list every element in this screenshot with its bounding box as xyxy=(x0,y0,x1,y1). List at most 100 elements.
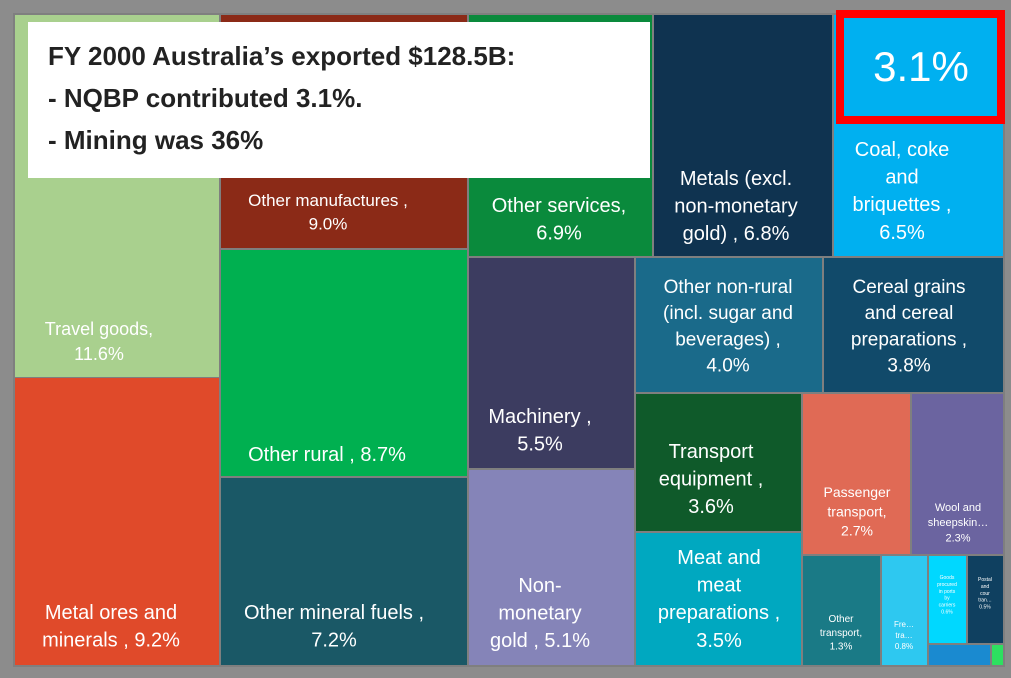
tile-label: Other rural , 8.7% xyxy=(248,444,406,466)
label-line: Other rural , 8.7% xyxy=(248,444,406,466)
tile-label: Other services, 6.9% xyxy=(492,195,626,245)
tile xyxy=(992,645,1003,665)
tile-label: Wool and sheepskin… 2.3% xyxy=(928,502,989,544)
tile-label: Other transport, 1.3% xyxy=(820,614,862,653)
tile-label: Goods procured in ports by carriers 0.6% xyxy=(937,575,957,616)
label-line: Other manufactures , xyxy=(248,191,408,210)
label-line: carriers xyxy=(939,603,956,609)
label-line: Other xyxy=(828,614,854,625)
label-line: tra… xyxy=(895,631,912,640)
tile-label: Meat and meat preparations , 3.5% xyxy=(658,547,780,652)
label-line: 5.5% xyxy=(517,434,563,456)
label-line: and xyxy=(885,167,918,189)
label-line: gold) , 6.8% xyxy=(683,223,790,245)
label-line: Machinery , xyxy=(488,406,591,428)
tile xyxy=(968,556,1003,643)
tile xyxy=(929,645,990,665)
tile-label: Other non-rural (incl. sugar and beverages… xyxy=(663,277,793,377)
tile xyxy=(912,394,1003,554)
label-line: 7.2% xyxy=(311,630,357,652)
tile xyxy=(636,533,801,665)
tile-label: Transport equipment , 3.6% xyxy=(659,441,764,518)
label-line: 11.6% xyxy=(74,344,124,364)
tile xyxy=(469,470,634,665)
tile xyxy=(803,394,910,554)
label-line: 3.8% xyxy=(887,356,930,377)
label-line: Transport xyxy=(669,441,754,463)
label-line: Other services, xyxy=(492,195,626,217)
label-line: non-monetary xyxy=(674,196,797,218)
label-line: Goods xyxy=(940,575,955,581)
label-line: and cereal xyxy=(865,303,954,324)
tile xyxy=(882,556,927,665)
tile-label: Postal and cour tran… 0.5% xyxy=(978,577,992,611)
highlight-box xyxy=(836,10,1005,124)
tile xyxy=(654,15,832,256)
label-line: procured xyxy=(937,582,957,588)
label-line: Fre… xyxy=(894,620,914,629)
label-line: monetary xyxy=(498,603,581,625)
label-line: 0.5% xyxy=(979,605,991,611)
tile xyxy=(636,394,801,531)
label-line: by xyxy=(944,596,950,602)
label-line: Metals (excl. xyxy=(680,168,792,190)
tile-label: Other manufactures , 9.0% xyxy=(248,191,408,233)
tile xyxy=(803,556,880,665)
label-line: Postal xyxy=(978,577,992,583)
label-line: 3.6% xyxy=(688,496,734,518)
annotation-line: - NQBP contributed 3.1%. xyxy=(48,83,362,113)
tile xyxy=(221,250,467,476)
label-line: preparations , xyxy=(851,329,967,350)
label-line: Cereal grains xyxy=(853,277,966,298)
label-line: Meat and xyxy=(677,547,760,569)
tile xyxy=(15,378,219,665)
label-line: Travel goods, xyxy=(45,319,153,339)
label-line: in ports xyxy=(939,589,956,595)
label-line: gold , 5.1% xyxy=(490,630,590,652)
label-line: tran… xyxy=(978,598,992,604)
label-line: 2.7% xyxy=(841,522,873,538)
tile xyxy=(636,258,822,392)
label-line: 6.9% xyxy=(536,223,582,245)
tile xyxy=(929,556,966,643)
label-line: Wool and xyxy=(935,502,981,514)
label-line: briquettes , xyxy=(853,194,952,216)
label-line: preparations , xyxy=(658,602,780,624)
label-line: beverages) , xyxy=(675,329,781,350)
label-line: 2.3% xyxy=(945,532,970,544)
label-line: cour xyxy=(980,591,990,597)
label-line: 0.6% xyxy=(941,610,953,616)
tile-label: Metal ores and minerals , 9.2% xyxy=(42,602,180,652)
annotation-line: FY 2000 Australia’s exported $128.5B: xyxy=(48,41,515,71)
label-line: 9.0% xyxy=(309,215,348,234)
tile-label: Cereal grains and cereal preparations , 3.8… xyxy=(851,277,967,377)
label-line: meat xyxy=(697,575,742,597)
tile-label: Coal, coke and briquettes , 6.5% xyxy=(853,139,952,244)
tile xyxy=(469,258,634,468)
tile-label: Fre… tra… 0.8% xyxy=(894,620,914,651)
tile-label: Other mineral fuels , 7.2% xyxy=(244,602,424,652)
tile xyxy=(824,258,1003,392)
label-line: equipment , xyxy=(659,469,764,491)
label-line: 1.3% xyxy=(830,641,853,652)
label-line: Metal ores and xyxy=(45,602,177,624)
label-line: Non- xyxy=(518,575,561,597)
tile-label: Passenger transport, 2.7% xyxy=(824,484,891,539)
annotation-box xyxy=(28,22,650,178)
label-line: Other non-rural xyxy=(664,277,793,298)
label-line: Coal, coke xyxy=(855,139,950,161)
label-line: and xyxy=(981,584,990,590)
label-line: 3.5% xyxy=(696,630,742,652)
tile xyxy=(221,478,467,665)
label-line: minerals , 9.2% xyxy=(42,630,180,652)
tile-label: Machinery , 5.5% xyxy=(488,406,591,456)
label-line: transport, xyxy=(827,503,886,519)
label-line: Passenger xyxy=(824,484,891,500)
label-line: 4.0% xyxy=(706,356,749,377)
tile-label: Metals (excl. non-monetary gold) , 6.8% xyxy=(674,168,797,245)
label-line: 6.5% xyxy=(879,222,925,244)
label-line: 0.8% xyxy=(895,642,913,651)
tile-label: Non-monetary gold , 5.1% xyxy=(490,575,590,652)
label-line: Other mineral fuels , xyxy=(244,602,424,624)
